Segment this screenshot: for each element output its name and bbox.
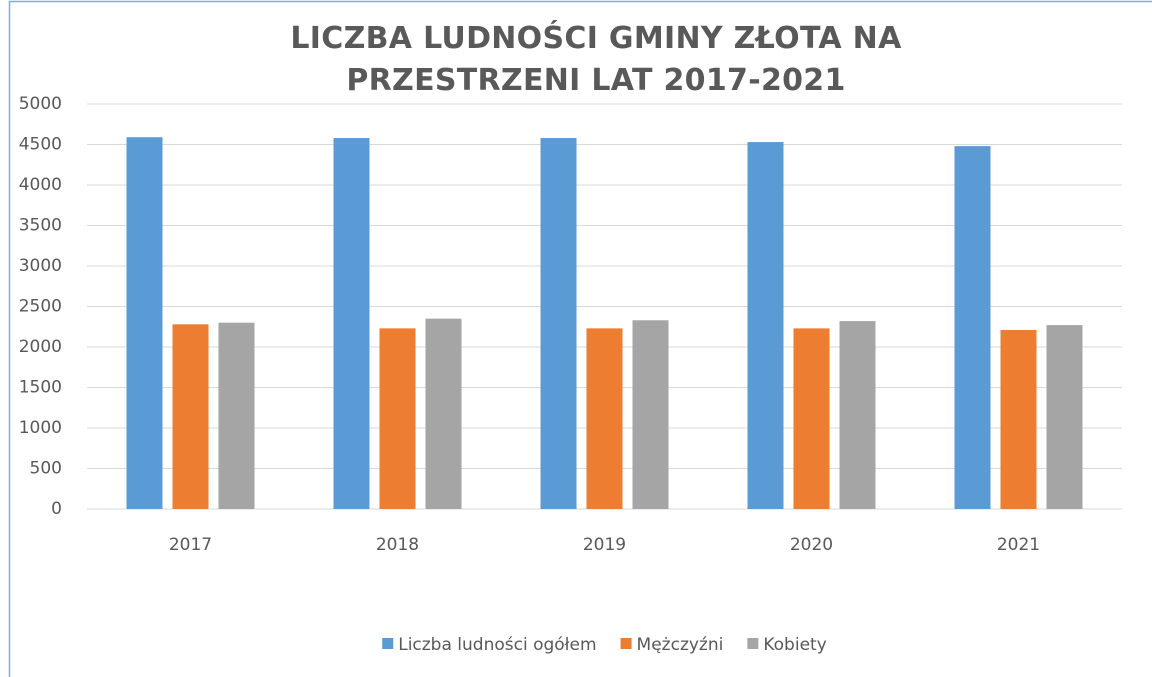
legend-swatch	[382, 638, 394, 649]
bar	[954, 146, 991, 509]
bar	[632, 320, 669, 509]
chart-title: LICZBA LUDNOŚCI GMINY ZŁOTA NA PRZESTRZE…	[290, 21, 902, 98]
x-tick-label: 2020	[790, 535, 833, 555]
legend-label: Mężczyźni	[637, 635, 724, 655]
legend-swatch	[620, 638, 632, 649]
legend-label: Liczba ludności ogółem	[398, 635, 596, 655]
y-tick-label: 1000	[19, 418, 62, 438]
bar	[586, 328, 623, 509]
legend-swatch	[747, 638, 759, 649]
chart-border	[8, 0, 1152, 677]
bar	[1046, 325, 1083, 509]
x-tick-label: 2018	[376, 535, 419, 555]
bar	[839, 321, 876, 509]
bar	[218, 322, 255, 509]
y-tick-label: 4000	[19, 175, 62, 195]
bar	[126, 137, 163, 509]
bar	[172, 324, 209, 509]
bar	[425, 318, 462, 509]
y-tick-label: 0	[51, 499, 62, 519]
bar	[793, 328, 830, 509]
y-tick-label: 2000	[19, 337, 62, 357]
y-tick-label: 500	[30, 459, 62, 479]
y-tick-label: 4500	[19, 135, 62, 155]
x-tick-label: 2021	[997, 535, 1040, 555]
y-tick-label: 5000	[19, 94, 62, 114]
y-tick-label: 3000	[19, 256, 62, 276]
bar	[1000, 329, 1037, 509]
x-tick-label: 2017	[169, 535, 212, 555]
bar	[747, 142, 784, 509]
bar	[540, 138, 577, 509]
y-tick-label: 1500	[19, 378, 62, 398]
bar	[333, 138, 370, 509]
bar	[379, 328, 416, 509]
x-tick-label: 2019	[583, 535, 626, 555]
legend-label: Kobiety	[763, 635, 826, 655]
y-tick-label: 2500	[19, 297, 62, 317]
y-tick-label: 3500	[19, 216, 62, 236]
